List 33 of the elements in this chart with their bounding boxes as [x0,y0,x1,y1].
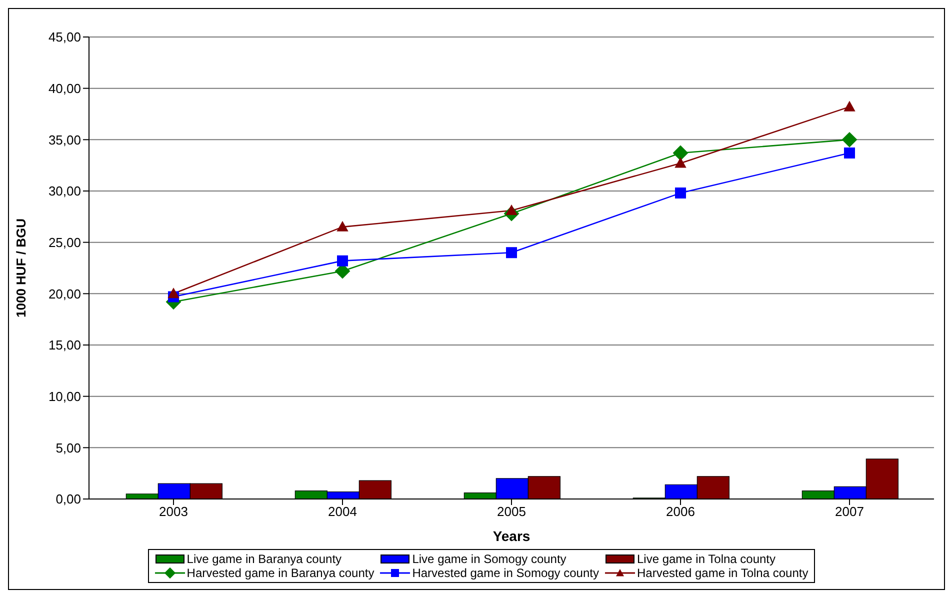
point [673,146,688,161]
point [168,288,179,298]
x-tick-label: 2003 [159,504,188,520]
x-tick-label: 2007 [835,504,864,520]
point [675,188,686,199]
y-tick-label: 0,00 [56,492,81,507]
x-tick-label: 2005 [497,504,526,520]
point [842,132,857,148]
x-tick-label: 2006 [666,504,695,520]
y-tick-label: 30,00 [48,184,81,199]
legend-label: Harvested game in Tolna county [636,566,808,580]
legend-label: Harvested game in Somogy county [412,566,599,580]
y-tick-label: 15,00 [48,338,81,353]
y-tick-label: 45,00 [48,30,81,45]
x-axis-title: Years [492,528,530,544]
point [675,158,686,168]
point [506,247,517,258]
y-axis-title: 1000 HUF / BGU [14,218,29,318]
point [337,221,348,232]
point [337,255,348,266]
y-tick-label: 20,00 [48,286,81,302]
legend-label: Live game in Tolna county [636,552,776,566]
y-tick-label: 40,00 [48,80,81,96]
legend-label: Live game in Somogy county [412,552,566,566]
legend-label: Harvested game in Baranya county [186,566,374,580]
point [844,148,855,159]
legend-label: Live game in Baranya county [186,552,342,566]
y-tick-label: 10,00 [48,388,81,404]
x-tick-label: 2004 [328,504,357,520]
y-tick-label: 25,00 [48,234,81,250]
y-tick-label: 35,00 [48,132,81,148]
y-tick-label: 5,00 [56,440,81,456]
point [844,101,855,112]
